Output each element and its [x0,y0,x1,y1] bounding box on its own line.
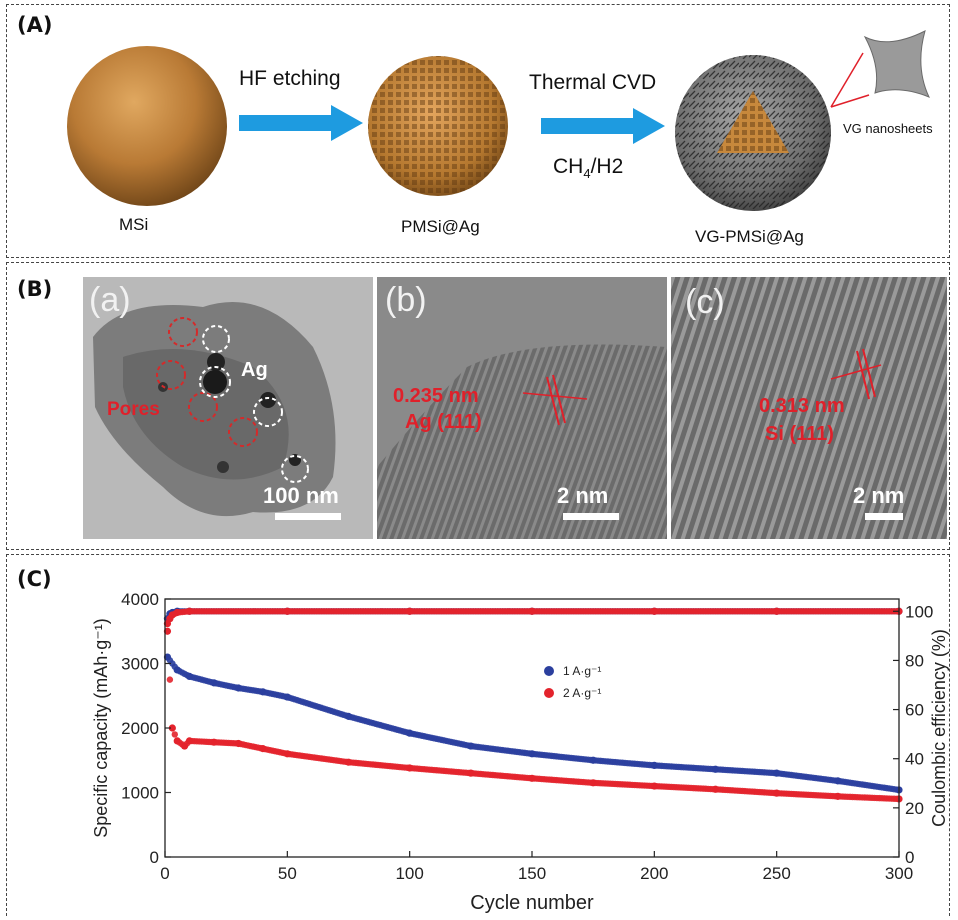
legend-label: 2 A·g⁻¹ [563,686,601,700]
y2-axis-title: Coulombic efficiency (%) [929,629,949,827]
scale-b-text: 2 nm [557,483,608,509]
y2-tick-label: 100 [905,602,933,621]
tem-c-tag: (c) [685,283,725,322]
x-tick-label: 150 [518,864,546,883]
legend-label: 1 A·g⁻¹ [563,664,601,678]
scale-c-bar [865,513,903,520]
x-tick-label: 200 [640,864,668,883]
x-tick-label: 250 [762,864,790,883]
legend-marker [544,688,554,698]
vg-nanosheet-icon [829,23,937,115]
panel-a-label: (A) [17,13,52,37]
tem-image-a: (a) Ag Pores 100 nm [83,277,373,539]
y-tick-label: 0 [150,848,159,867]
series-3 [164,608,903,627]
ag-label: Ag [241,359,268,382]
vg-nanosheets-label: VG nanosheets [843,121,933,136]
arrow-right-icon [239,105,363,141]
msi-label: MSi [119,215,148,235]
scale-a-bar [275,513,341,520]
y2-tick-label: 80 [905,651,924,670]
series-marker [167,676,173,682]
ag-spacing-label: 0.235 nm [393,385,479,408]
vg-pmsi-ag-label: VG-PMSi@Ag [695,227,804,247]
x-tick-label: 100 [395,864,423,883]
y2-tick-label: 0 [905,848,914,867]
ag-plane-label: Ag (111) [405,411,482,434]
x-tick-label: 50 [278,864,297,883]
si-plane-label: Si (111) [765,423,834,446]
y-tick-label: 2000 [121,719,159,738]
scale-b-bar [563,513,619,520]
gas-label: CH4/H2 [553,155,623,181]
scale-c-text: 2 nm [853,483,904,509]
y-tick-label: 3000 [121,655,159,674]
panel-b: (B) (a) Ag Pores 100 nm [6,262,950,550]
legend-marker [544,666,554,676]
pores-label: Pores [107,399,160,421]
y2-tick-label: 20 [905,799,924,818]
x-axis-title: Cycle number [470,892,594,914]
series-0 [164,653,903,793]
hf-etching-label: HF etching [239,67,341,91]
y2-tick-label: 60 [905,701,924,720]
tem-image-c: (c) 0.313 nm Si (111) 2 nm [671,277,947,539]
thermal-cvd-label: Thermal CVD [529,71,656,95]
scale-a-text: 100 nm [263,483,339,509]
msi-sphere [62,41,232,211]
tem-a-tag: (a) [89,281,131,320]
panel-c: (C) 0 50 100 150 200 250 300 0 1000 2000 3000 4000 0… [6,554,950,916]
y-tick-label: 4000 [121,590,159,609]
capacity-chart: 0 50 100 150 200 250 3000100020003000400002040… [7,555,951,917]
x-tick-label: 0 [160,864,169,883]
y-tick-label: 1000 [121,784,159,803]
pmsi-ag-label: PMSi@Ag [401,217,480,237]
tem-b-tag: (b) [385,281,427,320]
panel-a: (A) MSi HF etching [6,4,950,258]
panel-b-label: (B) [17,277,52,301]
series-marker [172,731,178,737]
arrow-right-icon [541,108,665,144]
si-spacing-label: 0.313 nm [759,395,845,418]
plot-frame [165,599,899,857]
vg-pmsi-ag-sphere [669,49,837,217]
tem-image-b: (b) 0.235 nm Ag (111) 2 nm [377,277,667,539]
y-axis-title: Specific capacity (mAh·g⁻¹) [91,618,111,838]
y2-tick-label: 40 [905,750,924,769]
pmsi-ag-sphere [363,51,513,201]
